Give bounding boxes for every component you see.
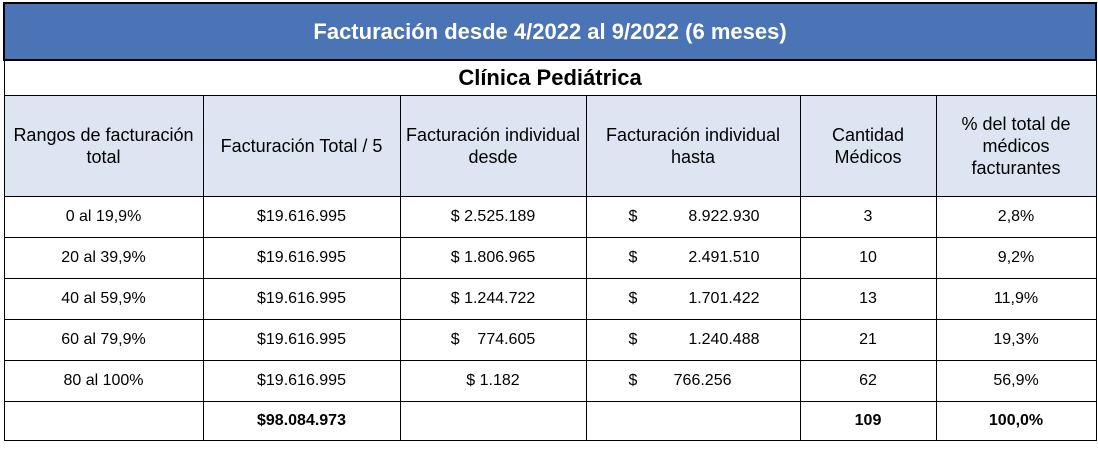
table-row: 80 al 100% $19.616.995 $ 1.182 $766.256 …	[3, 360, 1097, 402]
cell-total5: $19.616.995	[202, 278, 401, 320]
total-porcentaje: 100,0%	[935, 401, 1097, 441]
cell-hasta: $1.701.422	[585, 278, 801, 320]
cell-hasta-value: 8.922.930	[688, 208, 760, 225]
table-title: Facturación desde 4/2022 al 9/2022 (6 me…	[2, 2, 1098, 61]
currency-symbol: $	[628, 290, 638, 307]
cell-hasta-value: 2.491.510	[688, 249, 760, 266]
cell-porcentaje: 9,2%	[935, 237, 1097, 279]
cell-hasta-value: 766.256	[673, 372, 732, 389]
cell-total5: $19.616.995	[202, 360, 401, 402]
table-row: 60 al 79,9% $19.616.995 $ 774.605 $1.240…	[3, 319, 1097, 361]
cell-porcentaje: 19,3%	[935, 319, 1097, 361]
table-row: 40 al 59,9% $19.616.995 $ 1.244.722 $1.7…	[3, 278, 1097, 320]
report-container: Facturación desde 4/2022 al 9/2022 (6 me…	[2, 2, 1098, 441]
col-header-cantidad: Cantidad Médicos	[799, 95, 937, 197]
table-row: 20 al 39,9% $19.616.995 $ 1.806.965 $2.4…	[3, 237, 1097, 279]
cell-total5: $19.616.995	[202, 196, 401, 238]
cell-rango: 20 al 39,9%	[3, 237, 204, 279]
total-hasta	[585, 401, 801, 441]
cell-desde: $ 1.182	[399, 360, 587, 402]
cell-porcentaje: 2,8%	[935, 196, 1097, 238]
cell-cantidad: 3	[799, 196, 937, 238]
col-header-rangos: Rangos de facturación total	[3, 95, 204, 197]
cell-hasta: $1.240.488	[585, 319, 801, 361]
cell-cantidad: 21	[799, 319, 937, 361]
cell-hasta: $8.922.930	[585, 196, 801, 238]
currency-symbol: $	[628, 208, 638, 225]
total-cantidad: 109	[799, 401, 937, 441]
col-header-total5: Facturación Total / 5	[202, 95, 401, 197]
table-subtitle: Clínica Pediátrica	[3, 59, 1097, 96]
cell-total5: $19.616.995	[202, 319, 401, 361]
cell-hasta: $2.491.510	[585, 237, 801, 279]
cell-hasta-value: 1.701.422	[688, 290, 760, 307]
cell-total5: $19.616.995	[202, 237, 401, 279]
cell-desde: $ 774.605	[399, 319, 587, 361]
cell-desde: $ 2.525.189	[399, 196, 587, 238]
cell-rango: 0 al 19,9%	[3, 196, 204, 238]
total-facturacion: $98.084.973	[202, 401, 401, 441]
table-row: 0 al 19,9% $19.616.995 $ 2.525.189 $8.92…	[3, 196, 1097, 238]
totals-row: $98.084.973 109 100,0%	[3, 401, 1097, 441]
cell-rango: 60 al 79,9%	[3, 319, 204, 361]
cell-porcentaje: 11,9%	[935, 278, 1097, 320]
cell-porcentaje: 56,9%	[935, 360, 1097, 402]
currency-symbol: $	[628, 331, 638, 348]
cell-rango: 80 al 100%	[3, 360, 204, 402]
cell-desde: $ 1.244.722	[399, 278, 587, 320]
cell-cantidad: 10	[799, 237, 937, 279]
cell-desde: $ 1.806.965	[399, 237, 587, 279]
total-rango	[3, 401, 204, 441]
total-desde	[399, 401, 587, 441]
col-header-desde: Facturación individual desde	[399, 95, 587, 197]
cell-cantidad: 62	[799, 360, 937, 402]
currency-symbol: $	[628, 372, 638, 389]
cell-hasta: $766.256	[585, 360, 801, 402]
cell-rango: 40 al 59,9%	[3, 278, 204, 320]
col-header-porcentaje: % del total de médicos facturantes	[935, 95, 1097, 197]
header-row: Rangos de facturación total Facturación …	[3, 95, 1097, 197]
col-header-hasta: Facturación individual hasta	[585, 95, 801, 197]
currency-symbol: $	[628, 249, 638, 266]
billing-table: Facturación desde 4/2022 al 9/2022 (6 me…	[2, 2, 1098, 441]
cell-cantidad: 13	[799, 278, 937, 320]
cell-hasta-value: 1.240.488	[688, 331, 760, 348]
